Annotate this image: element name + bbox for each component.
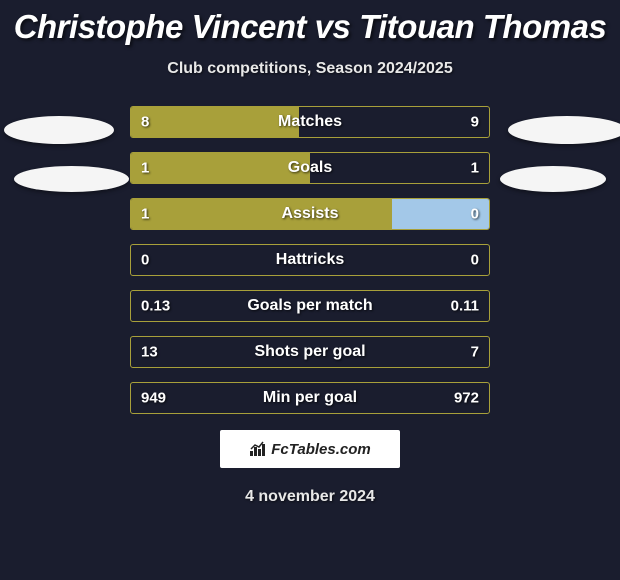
comparison-chart: 8 Matches 9 1 Goals 1 1 Assists 0 0 Hattricks 0 0.13… bbox=[0, 106, 620, 414]
stat-label: Shots per goal bbox=[254, 343, 365, 361]
stat-value-left: 949 bbox=[141, 390, 166, 407]
brand-text: FcTables.com bbox=[271, 441, 370, 458]
stat-value-left: 8 bbox=[141, 114, 149, 131]
stat-value-right: 7 bbox=[471, 344, 479, 361]
stat-value-left: 1 bbox=[141, 160, 149, 177]
player2-avatar-shadow bbox=[500, 166, 606, 192]
stat-value-right: 0 bbox=[471, 252, 479, 269]
stat-label: Goals per match bbox=[247, 297, 372, 315]
subtitle: Club competitions, Season 2024/2025 bbox=[0, 60, 620, 78]
chart-icon bbox=[249, 441, 267, 457]
stat-label: Hattricks bbox=[276, 251, 344, 269]
stat-value-right: 0 bbox=[471, 206, 479, 223]
stat-fill-left bbox=[131, 153, 310, 183]
stat-fill-left bbox=[131, 199, 392, 229]
stat-row: 8 Matches 9 bbox=[130, 106, 490, 138]
comparison-title: Christophe Vincent vs Titouan Thomas bbox=[0, 0, 620, 46]
stat-value-right: 972 bbox=[454, 390, 479, 407]
stat-row: 13 Shots per goal 7 bbox=[130, 336, 490, 368]
stat-label: Goals bbox=[288, 159, 332, 177]
stat-value-left: 13 bbox=[141, 344, 158, 361]
stat-value-right: 9 bbox=[471, 114, 479, 131]
stat-label: Assists bbox=[282, 205, 339, 223]
stat-row: 949 Min per goal 972 bbox=[130, 382, 490, 414]
brand-badge: FcTables.com bbox=[220, 430, 400, 468]
footer-date: 4 november 2024 bbox=[0, 488, 620, 506]
player2-name: Titouan Thomas bbox=[359, 8, 606, 45]
stat-value-left: 1 bbox=[141, 206, 149, 223]
player1-name: Christophe Vincent bbox=[14, 8, 306, 45]
stat-fill-left bbox=[131, 107, 299, 137]
player1-avatar-shadow bbox=[14, 166, 129, 192]
stat-label: Min per goal bbox=[263, 389, 357, 407]
stat-rows-container: 8 Matches 9 1 Goals 1 1 Assists 0 0 Hattricks 0 0.13… bbox=[130, 106, 490, 414]
stat-row: 0 Hattricks 0 bbox=[130, 244, 490, 276]
stat-row: 1 Assists 0 bbox=[130, 198, 490, 230]
stat-label: Matches bbox=[278, 113, 342, 131]
vs-separator: vs bbox=[315, 8, 351, 45]
player1-avatar-placeholder bbox=[4, 116, 114, 144]
stat-value-left: 0 bbox=[141, 252, 149, 269]
stat-value-right: 1 bbox=[471, 160, 479, 177]
player2-avatar-placeholder bbox=[508, 116, 620, 144]
stat-row: 1 Goals 1 bbox=[130, 152, 490, 184]
stat-value-right: 0.11 bbox=[451, 298, 479, 315]
stat-row: 0.13 Goals per match 0.11 bbox=[130, 290, 490, 322]
stat-value-left: 0.13 bbox=[141, 298, 170, 315]
